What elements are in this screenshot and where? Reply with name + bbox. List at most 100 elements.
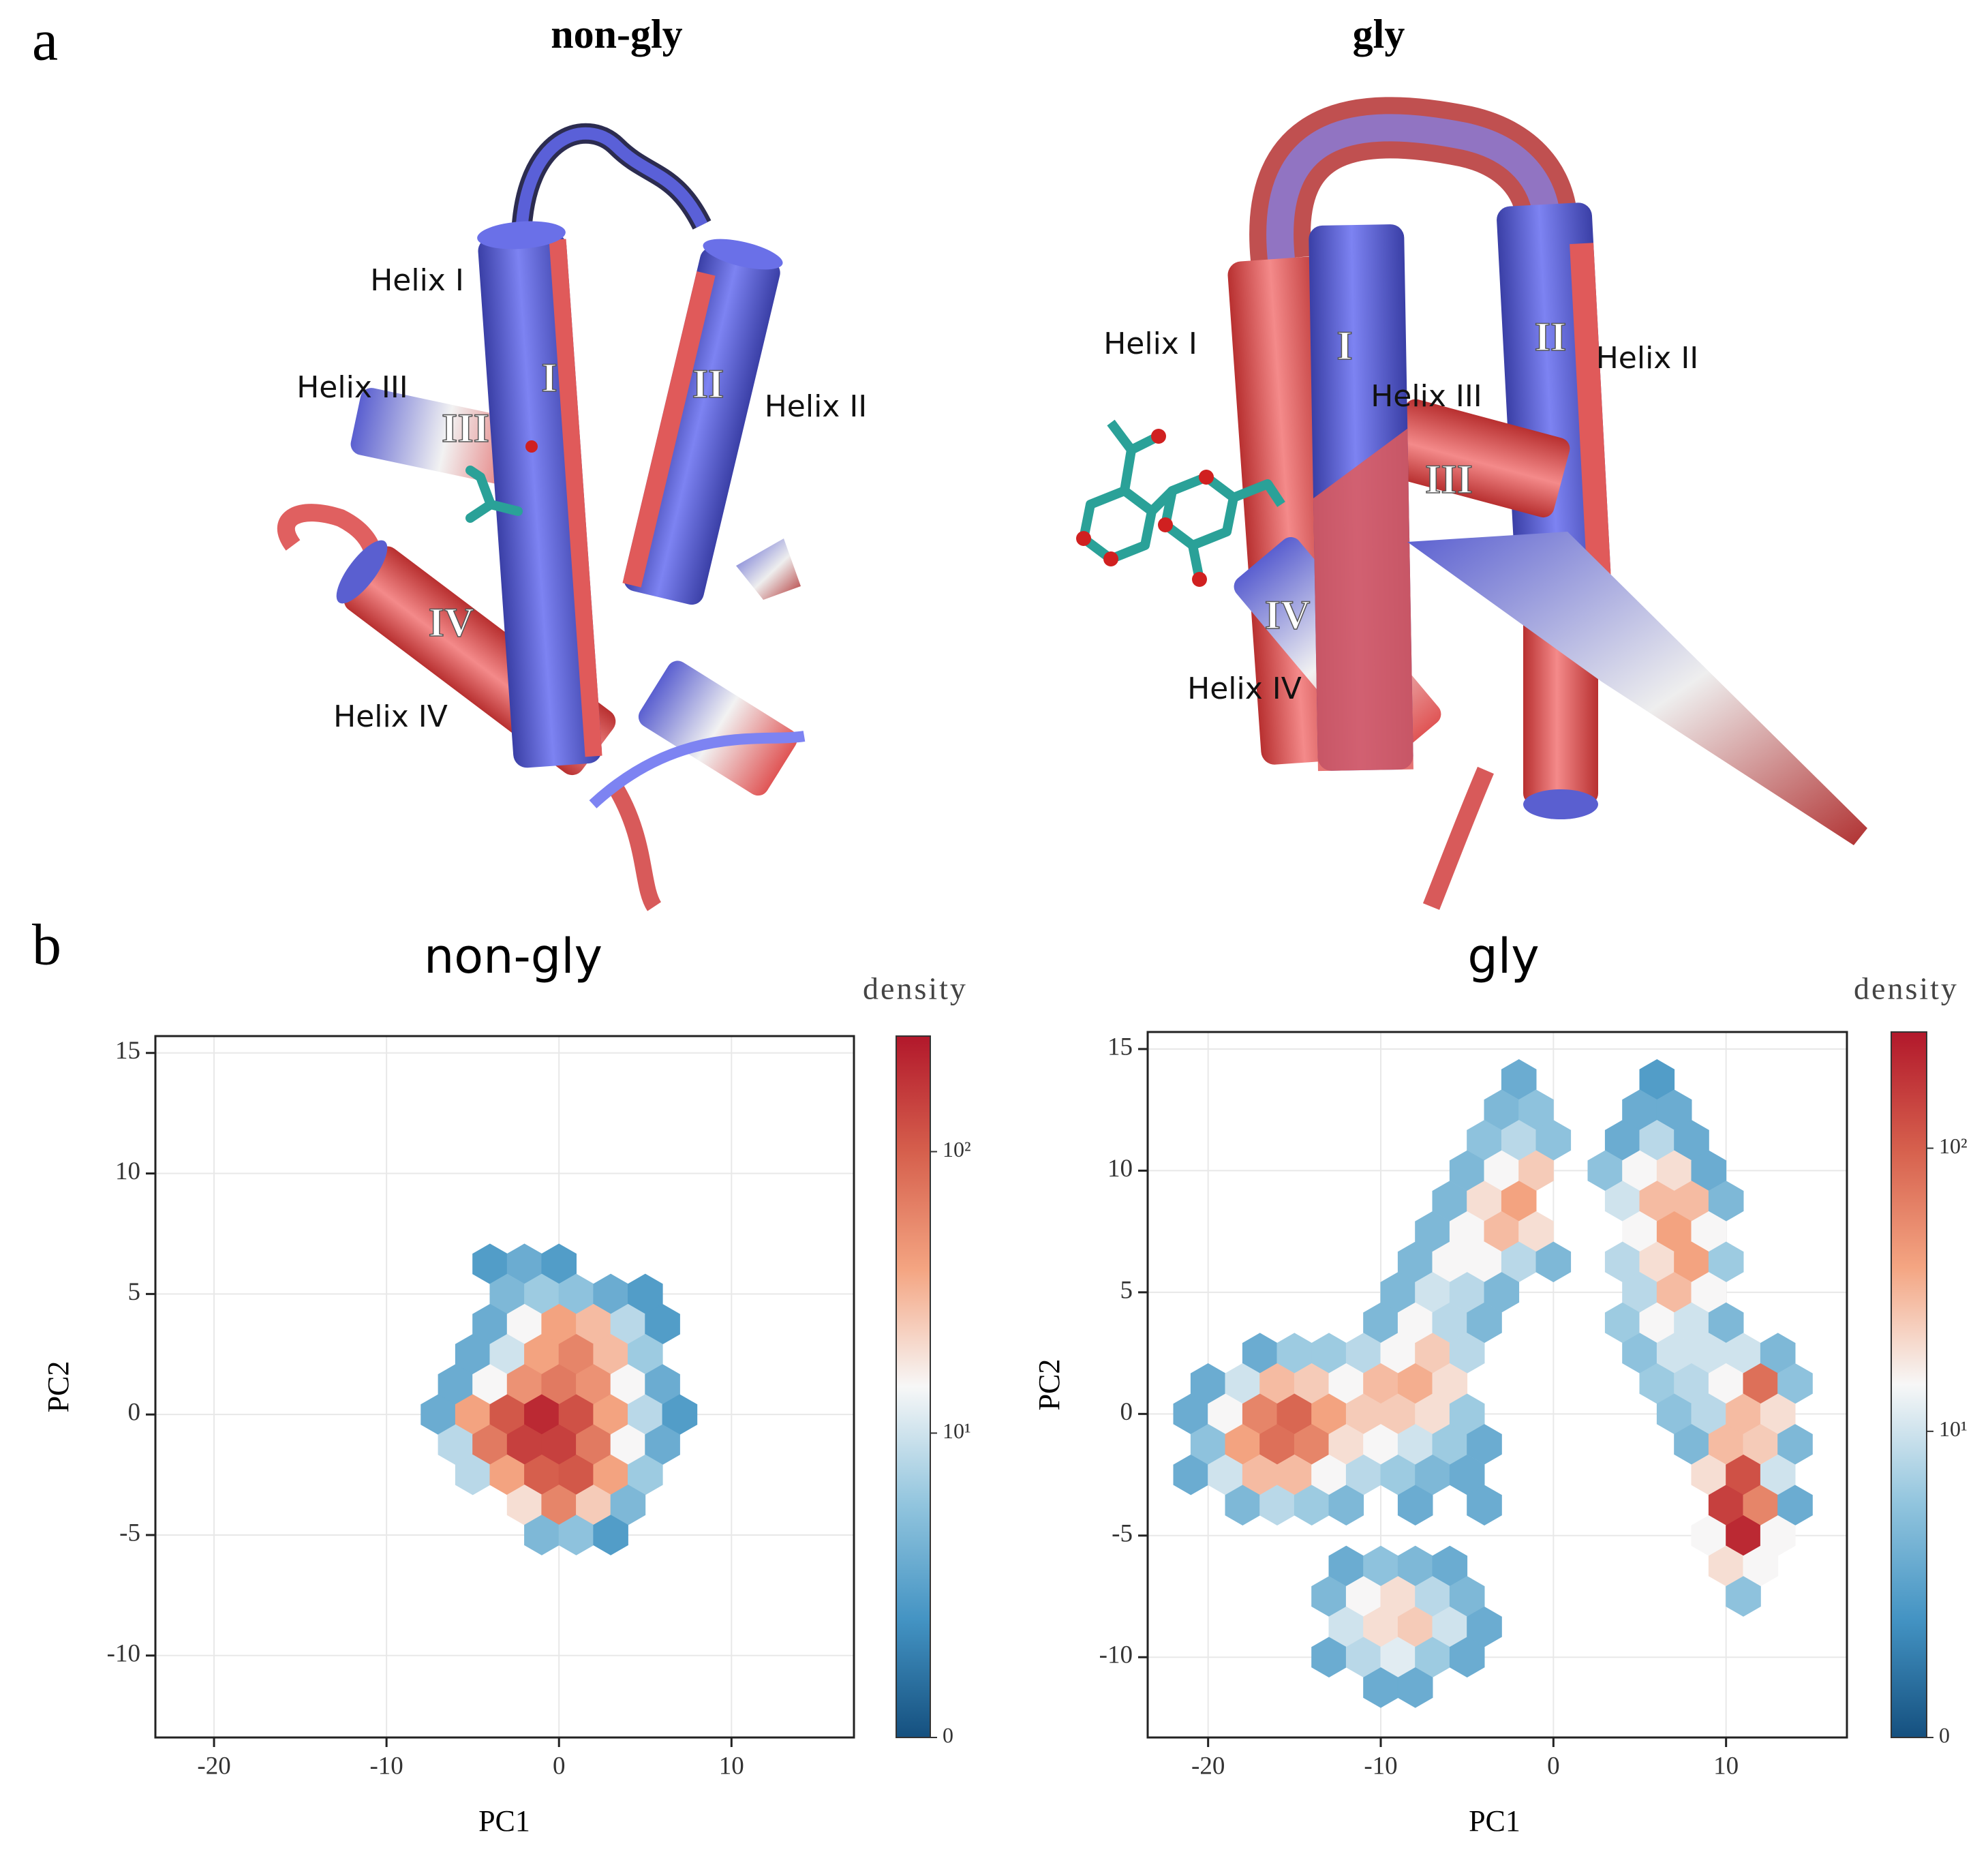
ligand xyxy=(465,466,523,523)
helix-numeral: II xyxy=(692,361,724,406)
cylinder-cap xyxy=(336,540,388,604)
cylinder-stripe xyxy=(1570,243,1612,585)
y-axis-label: PC2 xyxy=(1033,1359,1066,1411)
loop xyxy=(1266,114,1561,260)
hex-cell xyxy=(1535,1241,1572,1283)
cylinder-body xyxy=(1389,399,1570,518)
hex-cell xyxy=(1691,1272,1727,1313)
y-tick-label: 15 xyxy=(115,1037,140,1065)
x-axis-label: PC1 xyxy=(478,1804,530,1838)
hex-cell xyxy=(1777,1363,1813,1404)
helix-cylinder xyxy=(477,221,602,768)
ligand-atom xyxy=(525,440,538,453)
cylinder-body xyxy=(638,661,797,796)
y-tick-label: -5 xyxy=(119,1519,140,1547)
sheet xyxy=(1407,532,1867,845)
y-tick-label: 15 xyxy=(1107,1033,1133,1061)
helix-numeral: III xyxy=(442,406,489,451)
colorbar-tick-label: 10¹ xyxy=(943,1418,971,1443)
hex-cell xyxy=(1467,1606,1502,1648)
helix-numeral: IV xyxy=(1265,592,1311,637)
colorbar xyxy=(896,1035,931,1738)
cylinder-cap xyxy=(477,221,566,249)
helix-cylinder xyxy=(1389,399,1570,518)
structure-title: non-gly xyxy=(551,12,682,57)
hex-cell xyxy=(1691,1150,1727,1191)
helix-numeral: IV xyxy=(429,600,474,645)
hex-cell xyxy=(1432,1545,1468,1587)
hex-cell xyxy=(1674,1120,1709,1161)
y-tick-label: 0 xyxy=(1120,1398,1133,1426)
chart-title: gly xyxy=(1467,928,1539,984)
helix-cylinder xyxy=(638,661,797,796)
chart-title: non-gly xyxy=(424,928,602,984)
hex-cell xyxy=(1467,1302,1502,1344)
helix-cylinder xyxy=(1497,202,1612,588)
cylinder-cap xyxy=(703,239,783,270)
cylinder-body xyxy=(624,247,780,605)
hex-cell xyxy=(1691,1211,1727,1252)
hex-cell xyxy=(1449,1393,1485,1435)
plot-frame xyxy=(1146,1031,1848,1739)
x-axis-label: PC1 xyxy=(1469,1804,1520,1838)
helix-label: Helix IV xyxy=(333,699,448,734)
hex-cell xyxy=(1760,1333,1796,1373)
hex-cell xyxy=(1518,1089,1554,1130)
hex-cell xyxy=(1467,1485,1502,1525)
hex-cell xyxy=(1449,1576,1485,1617)
hex-cell xyxy=(1484,1272,1520,1313)
ligand-atoms xyxy=(1076,429,1214,587)
hex-cell xyxy=(1760,1454,1796,1496)
helix-label: Helix II xyxy=(765,389,868,424)
x-tick-label: -10 xyxy=(369,1752,403,1780)
hex-cell xyxy=(1449,1637,1485,1678)
ligand-atom xyxy=(1151,429,1166,444)
panel-label: a xyxy=(32,7,58,73)
helix-cylinder xyxy=(1309,224,1413,772)
colorbar-tick-label: 0 xyxy=(1939,1722,1950,1747)
structure-title: gly xyxy=(1353,12,1405,57)
x-tick-label: -10 xyxy=(1364,1752,1397,1780)
helix-label: Helix II xyxy=(1596,341,1699,376)
helix-label: Helix III xyxy=(1371,379,1482,414)
colorbar-tick-label: 10² xyxy=(1939,1134,1968,1158)
hex-cell xyxy=(1708,1181,1744,1221)
ligand-atom xyxy=(1192,572,1207,587)
hex-cell xyxy=(1328,1485,1364,1525)
hex-cell xyxy=(1432,1363,1468,1404)
ligand-atom xyxy=(1199,470,1214,485)
y-tick-label: 10 xyxy=(115,1157,140,1185)
loop xyxy=(1422,766,1494,910)
y-tick-label: 5 xyxy=(1120,1276,1133,1304)
hex-cell xyxy=(1501,1059,1537,1100)
y-tick-label: 0 xyxy=(128,1399,141,1427)
hex-cell xyxy=(1777,1485,1813,1525)
hex-cell xyxy=(1760,1393,1796,1435)
helix-numeral: II xyxy=(1535,314,1567,359)
helix-label: Helix III xyxy=(296,370,408,405)
ligand-atom xyxy=(1158,517,1173,532)
colorbar-label: density xyxy=(863,971,968,1006)
loop xyxy=(589,731,806,808)
hex-cell xyxy=(1708,1302,1744,1344)
x-tick-label: -20 xyxy=(197,1752,230,1780)
hex-cell xyxy=(1726,1576,1761,1617)
helix-label: Helix I xyxy=(1103,327,1197,361)
hexbin-cells xyxy=(420,1243,698,1555)
hexbin-cells xyxy=(1173,1059,1813,1708)
x-tick-label: 10 xyxy=(719,1752,744,1780)
y-tick-label: -10 xyxy=(1099,1641,1133,1669)
hex-cell xyxy=(1777,1424,1813,1465)
y-tick-label: 5 xyxy=(128,1278,141,1306)
colorbar-tick-label: 0 xyxy=(943,1722,953,1747)
colorbar-tick-label: 10² xyxy=(943,1137,971,1162)
hex-cell xyxy=(1449,1454,1485,1496)
cone xyxy=(736,538,801,600)
y-tick-label: -5 xyxy=(1112,1519,1133,1547)
ligand-bonds xyxy=(1107,419,1285,581)
ligand-atom xyxy=(1103,551,1118,566)
hex-cell xyxy=(1760,1515,1796,1556)
ligand-atom xyxy=(1076,531,1091,546)
protein-structure-gly xyxy=(1076,97,1867,910)
